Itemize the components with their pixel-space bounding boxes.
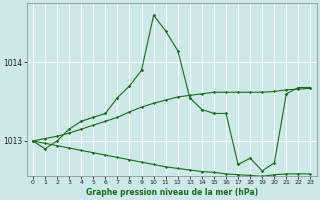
X-axis label: Graphe pression niveau de la mer (hPa): Graphe pression niveau de la mer (hPa) xyxy=(86,188,258,197)
